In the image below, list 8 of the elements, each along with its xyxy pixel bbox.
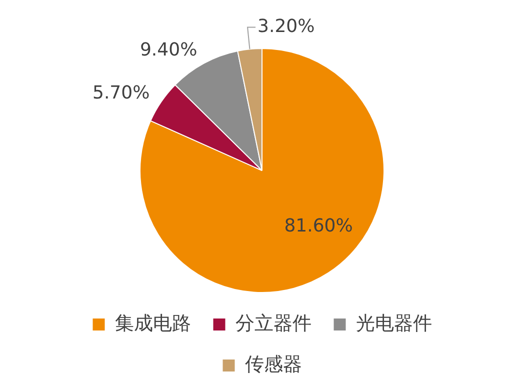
legend-label: 传感器 (244, 353, 302, 376)
data-label: 5.70% (92, 82, 150, 104)
legend-label: 分立器件 (235, 312, 312, 334)
data-label: 3.20% (258, 16, 315, 37)
legend-label: 光电器件 (356, 312, 432, 334)
data-label: 81.60% (284, 215, 353, 236)
data-label: 9.40% (140, 40, 198, 61)
legend-label: 集成电路 (114, 312, 191, 334)
